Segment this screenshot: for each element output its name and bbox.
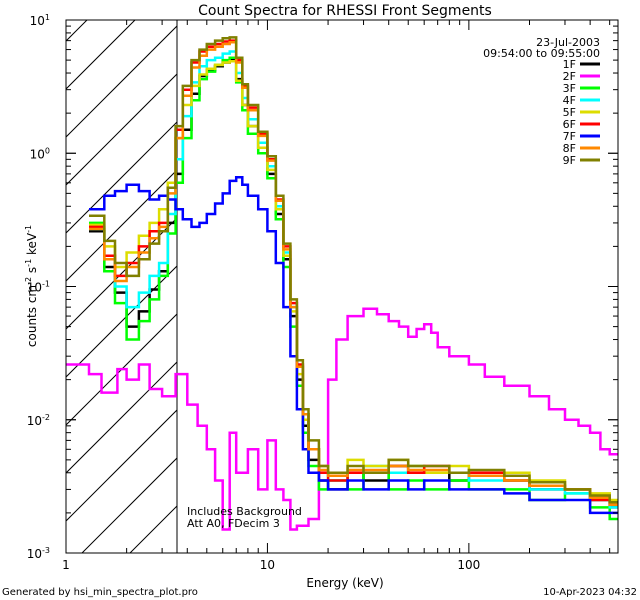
hatch-line bbox=[66, 25, 177, 138]
y-tick-label: 100 bbox=[30, 146, 50, 161]
annotation-attenuator: Att A0, FDecim 3 bbox=[187, 517, 280, 530]
footer-generated-by: Generated by hsi_min_spectra_plot.pro bbox=[2, 587, 198, 598]
legend-label: 9F bbox=[563, 154, 576, 167]
hatch-line bbox=[66, 121, 177, 234]
hatch-line bbox=[66, 20, 136, 90]
hatch-line bbox=[0, 0, 106, 553]
series-4f bbox=[89, 50, 618, 509]
legend-label: 2F bbox=[563, 70, 576, 83]
x-axis: 1 10 100 bbox=[62, 20, 611, 572]
x-tick-label: 100 bbox=[457, 558, 480, 572]
y-label-sup: -1 bbox=[24, 225, 33, 233]
y-tick-label: 10-3 bbox=[27, 546, 50, 561]
y-tick-label: 10-1 bbox=[27, 280, 50, 295]
hatch-line bbox=[66, 409, 177, 522]
series-5f bbox=[89, 60, 618, 502]
y-tick-label: 101 bbox=[30, 13, 50, 28]
hatch-line bbox=[66, 361, 177, 474]
annotation-background: Includes Background bbox=[187, 505, 302, 518]
series-3f bbox=[89, 56, 618, 521]
y-label-sup: -1 bbox=[24, 259, 33, 267]
y-label-part: keV bbox=[25, 232, 39, 259]
x-axis-label: Energy (keV) bbox=[306, 576, 383, 590]
y-tick-label: 10-2 bbox=[27, 413, 50, 428]
hatch-line bbox=[66, 313, 177, 426]
legend-label: 3F bbox=[563, 82, 576, 95]
legend-label: 1F bbox=[563, 58, 576, 71]
legend-label: 4F bbox=[563, 94, 576, 107]
series-9f bbox=[89, 36, 618, 504]
x-tick-label: 10 bbox=[260, 558, 275, 572]
series-1f bbox=[89, 58, 618, 509]
x-tick-label: 1 bbox=[62, 558, 70, 572]
y-label-sup: -2 bbox=[24, 277, 33, 285]
y-label-part: counts cm bbox=[25, 285, 39, 347]
hatch-line bbox=[66, 169, 177, 282]
legend-label: 7F bbox=[563, 130, 576, 143]
series-2f bbox=[66, 307, 618, 531]
series-group bbox=[66, 36, 618, 531]
time-range-label: 09:54:00 to 09:55:00 bbox=[483, 47, 600, 60]
date-label: 23-Jul-2003 bbox=[536, 36, 600, 49]
y-axis-label: counts cm-2 s-1 keV-1 bbox=[24, 225, 39, 347]
footer-date: 10-Apr-2023 04:32 bbox=[543, 587, 637, 598]
legend-label: 5F bbox=[563, 106, 576, 119]
chart-title: Count Spectra for RHESSI Front Segments bbox=[198, 3, 492, 19]
y-label-part: s bbox=[25, 267, 39, 277]
y-axis: 101 100 10-1 10-2 10-3 bbox=[27, 13, 618, 561]
legend-label: 8F bbox=[563, 142, 576, 155]
legend-label: 6F bbox=[563, 118, 576, 131]
